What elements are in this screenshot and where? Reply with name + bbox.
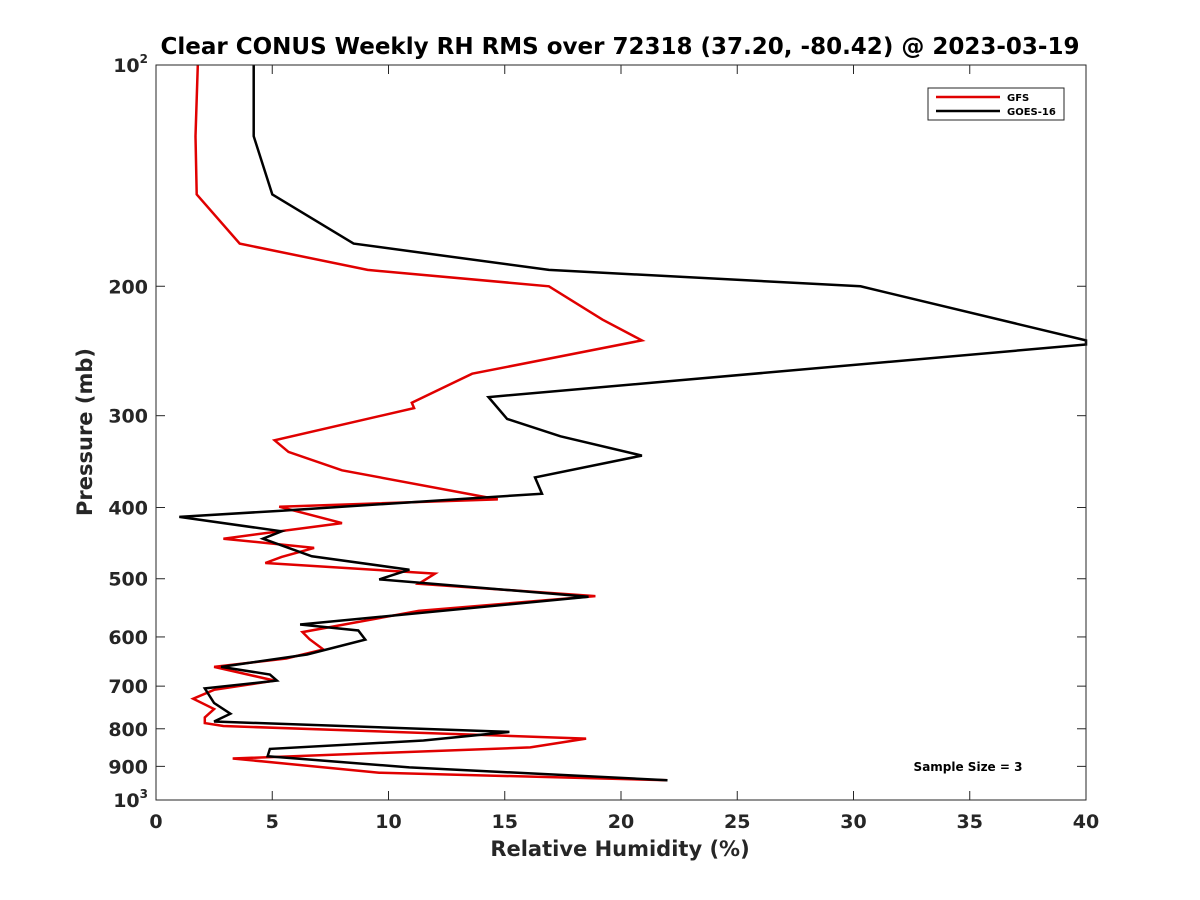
y-tick-exponent: 3 — [140, 787, 148, 801]
y-tick-label: 900 — [108, 756, 148, 778]
x-tick-label: 10 — [375, 811, 401, 833]
y-tick-label: 700 — [108, 676, 148, 698]
y-tick-base: 10 — [113, 790, 139, 812]
x-tick-label: 35 — [957, 811, 983, 833]
y-tick-label: 102 — [113, 52, 148, 77]
y-tick-exponent: 2 — [140, 52, 148, 66]
x-tick-label: 25 — [724, 811, 750, 833]
x-axis-label: Relative Humidity (%) — [490, 837, 749, 861]
series-line-gfs — [190, 64, 668, 782]
y-tick-base: 10 — [113, 55, 139, 77]
y-tick-label: 500 — [108, 569, 148, 591]
x-tick-label: 20 — [608, 811, 634, 833]
y-tick-label: 200 — [108, 276, 148, 298]
y-tick-label: 600 — [108, 627, 148, 649]
x-tick-label: 30 — [840, 811, 866, 833]
legend: GFS GOES-16 — [927, 87, 1065, 121]
y-axis-label: Pressure (mb) — [73, 348, 97, 516]
legend-label-gfs: GFS — [1007, 93, 1029, 104]
x-tick-label: 0 — [149, 811, 162, 833]
y-tick-label: 103 — [113, 787, 148, 812]
y-tick-label: 300 — [108, 406, 148, 428]
x-tick-label: 40 — [1073, 811, 1099, 833]
sample-size-annotation: Sample Size = 3 — [914, 760, 1023, 774]
y-tick-label: 400 — [108, 498, 148, 520]
x-tick-label: 5 — [266, 811, 279, 833]
y-tick-label: 800 — [108, 719, 148, 741]
legend-label-goes-16: GOES-16 — [1007, 107, 1056, 118]
x-tick-label: 15 — [492, 811, 518, 833]
plot-frame — [155, 64, 1087, 801]
series-line-goes-16 — [179, 65, 1088, 782]
legend-box — [927, 87, 1065, 121]
chart-title: Clear CONUS Weekly RH RMS over 72318 (37… — [161, 34, 1080, 60]
